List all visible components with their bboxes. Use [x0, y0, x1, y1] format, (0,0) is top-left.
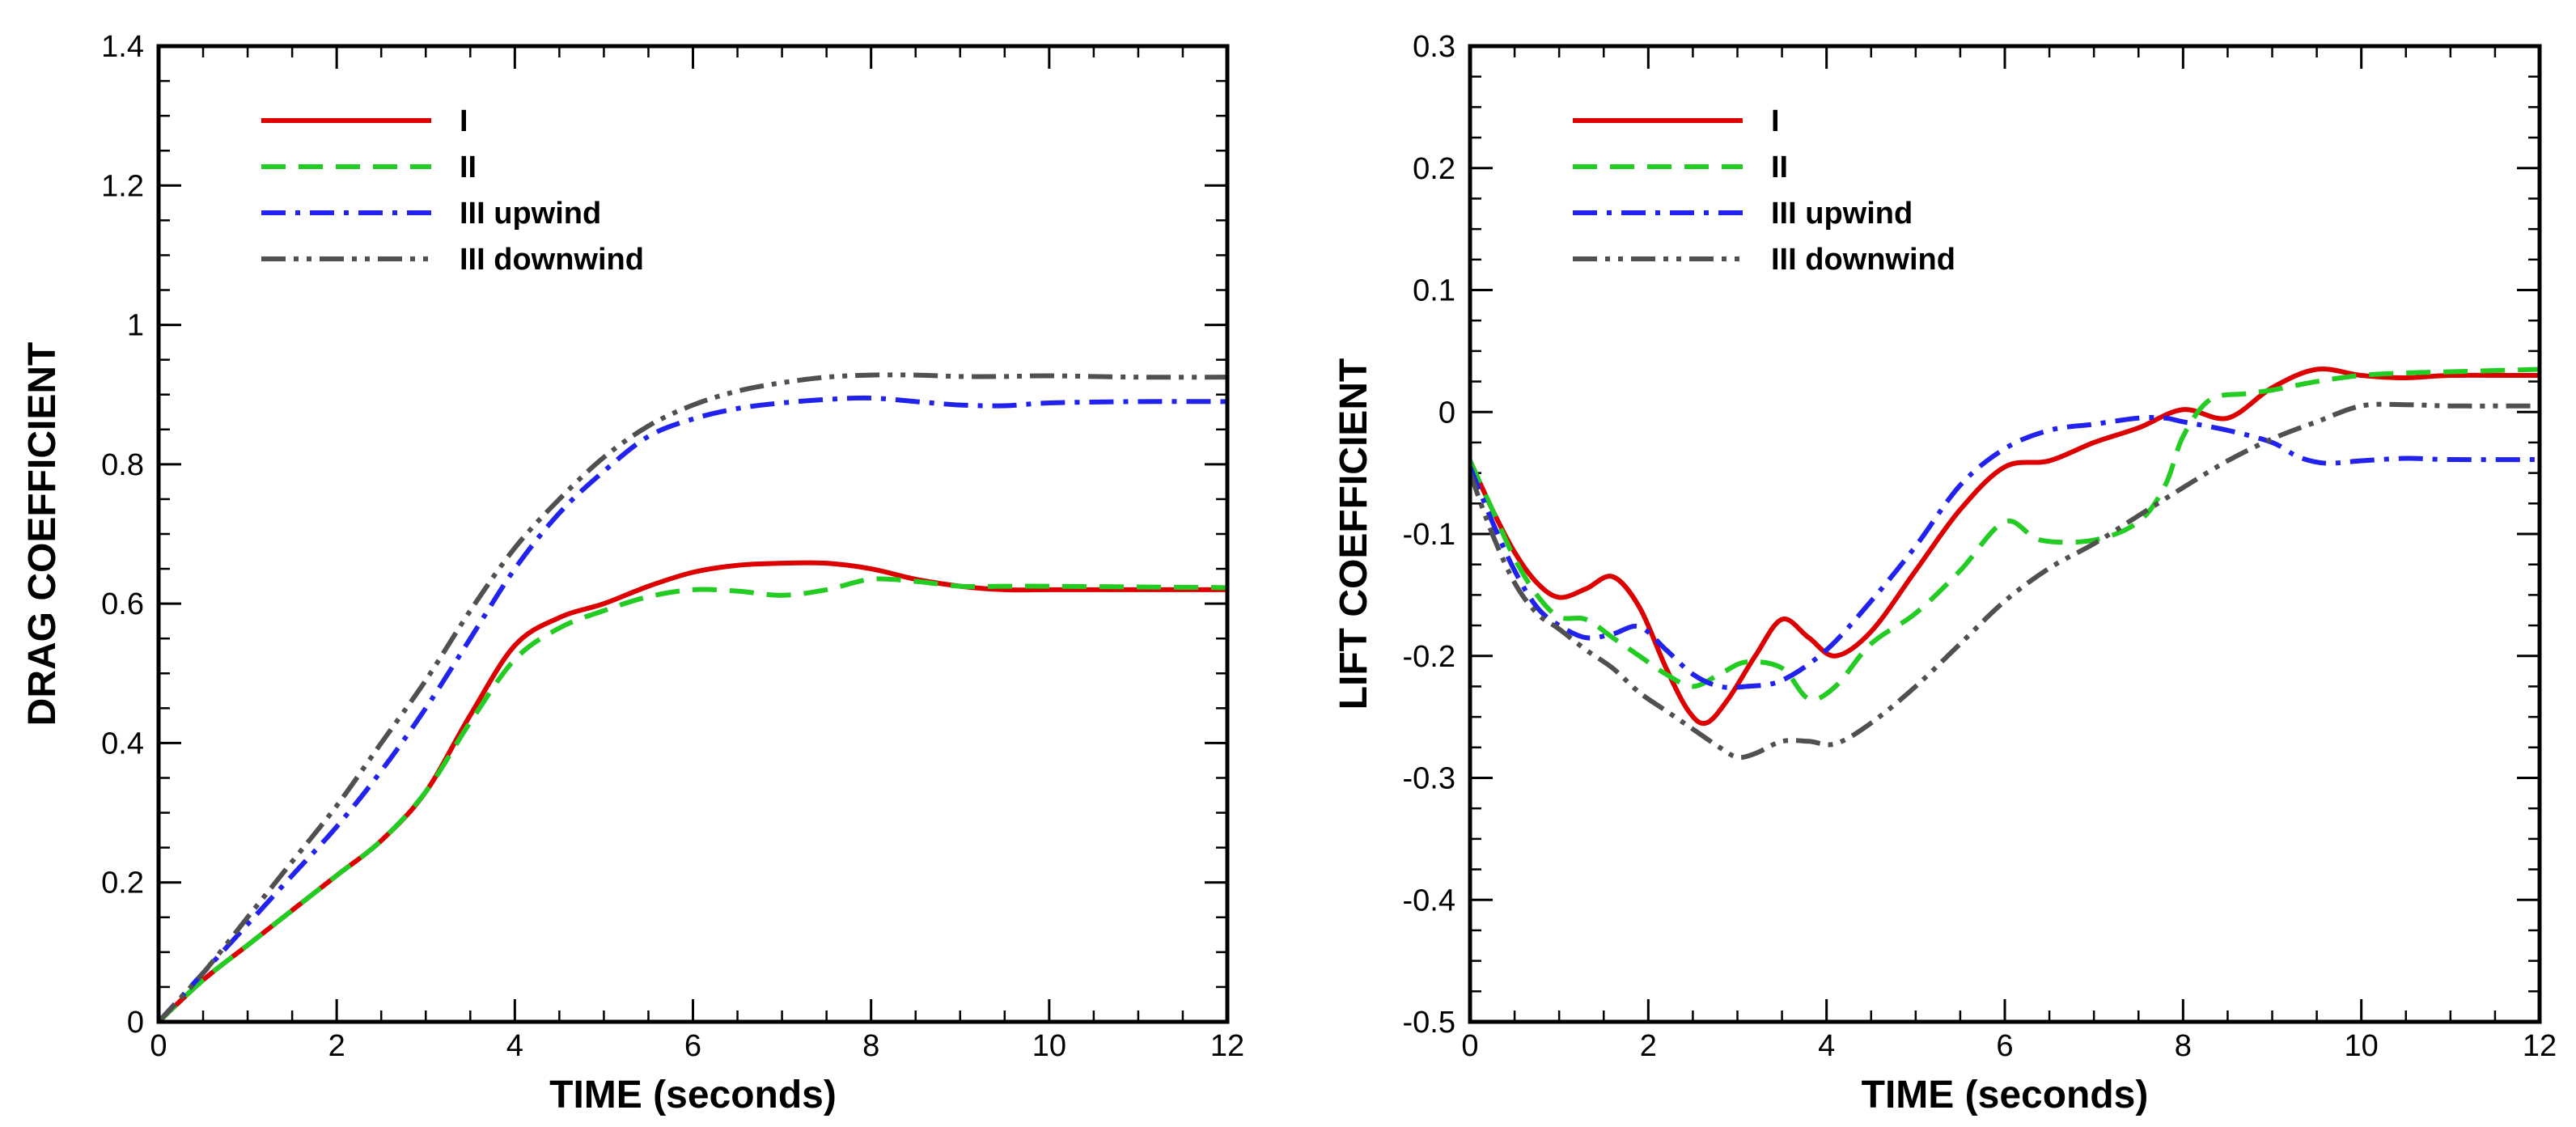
legend-label: I	[1771, 104, 1780, 138]
y-tick-label: 1	[127, 309, 144, 343]
lift-series-iii-upwind	[1470, 415, 2540, 690]
y-tick-label: 0.2	[101, 866, 144, 900]
drag-series-i	[159, 560, 1227, 1022]
lift-minor-ticks	[1468, 44, 2541, 1023]
y-tick-label: 0.2	[1413, 152, 1455, 186]
y-tick-label: -0.4	[1403, 883, 1455, 917]
y-tick-label: 1.2	[101, 169, 144, 203]
x-tick-label: 6	[684, 1029, 701, 1063]
legend-label: III upwind	[460, 197, 601, 231]
x-tick-label: 12	[1210, 1029, 1244, 1063]
y-tick-label: -0.2	[1403, 640, 1455, 674]
x-tick-label: 4	[1818, 1029, 1835, 1063]
legend-label: III upwind	[1771, 197, 1913, 231]
y-tick-label: 0.6	[101, 587, 144, 621]
y-tick-label: -0.1	[1403, 518, 1455, 552]
x-tick-label: 6	[1996, 1029, 2013, 1063]
legend-label: III downwind	[460, 243, 644, 277]
legend-label: II	[1771, 150, 1788, 184]
lift-series-i	[1470, 366, 2540, 727]
x-tick-label: 10	[2345, 1029, 2379, 1063]
drag-x-axis-title: TIME (seconds)	[549, 1074, 837, 1116]
drag-series-ii	[159, 576, 1227, 1022]
lift-x-axis-title: TIME (seconds)	[1862, 1074, 2149, 1116]
x-tick-label: 2	[328, 1029, 345, 1063]
x-tick-label: 2	[1640, 1029, 1657, 1063]
drag-series-iii-upwind	[159, 395, 1227, 1022]
y-tick-label: -0.3	[1403, 762, 1455, 796]
y-tick-label: 0.1	[1413, 274, 1455, 308]
lift-major-ticks: 0 2 4 6 8 10 12 -0.5 -0.4 -0.3 -0.2 -0.1 0 0.1 0.2 0.3	[1403, 30, 2557, 1063]
legend-label: II	[460, 150, 477, 184]
y-tick-label: 1.4	[101, 30, 144, 64]
y-tick-label: 0.4	[101, 727, 144, 761]
y-tick-label: 0.3	[1413, 30, 1455, 64]
y-tick-label: 0	[1438, 396, 1455, 430]
legend-label: I	[460, 104, 468, 138]
x-tick-label: 8	[862, 1029, 879, 1063]
x-tick-label: 4	[506, 1029, 523, 1063]
x-tick-label: 10	[1032, 1029, 1066, 1063]
y-tick-label: -0.5	[1403, 1006, 1455, 1040]
lift-plot-frame	[1468, 44, 2542, 1024]
lift-series-iii-downwind	[1470, 401, 2540, 761]
drag-major-ticks: 0 2 4 6 8 10 12 0 0.2 0.4 0.6 0.8 1 1.2 1.4	[101, 30, 1244, 1063]
x-tick-label: 12	[2523, 1029, 2557, 1063]
x-tick-label: 8	[2175, 1029, 2192, 1063]
drag-y-axis-title: DRAG COEFFICIENT	[21, 342, 64, 727]
drag-plot-frame	[156, 44, 1230, 1024]
y-tick-label: 0.8	[101, 448, 144, 482]
x-tick-label: 0	[1461, 1029, 1478, 1063]
drag-series-iii-downwind	[159, 372, 1227, 1022]
lift-series-ii	[1470, 366, 2540, 702]
drag-series-group	[159, 372, 1227, 1022]
y-tick-label: 0	[127, 1006, 144, 1040]
lift-series-group	[1470, 366, 2540, 761]
x-tick-label: 0	[150, 1029, 167, 1063]
lift-chart: 0 2 4 6 8 10 12 -0.5 -0.4 -0.3 -0.2 -0.1 0 0.1 0.2 0.3 I…	[1332, 30, 2557, 1116]
drag-minor-ticks	[157, 44, 1229, 1023]
legend-label: III downwind	[1771, 243, 1955, 277]
lift-y-axis-title: LIFT COEFFICIENT	[1332, 358, 1375, 710]
